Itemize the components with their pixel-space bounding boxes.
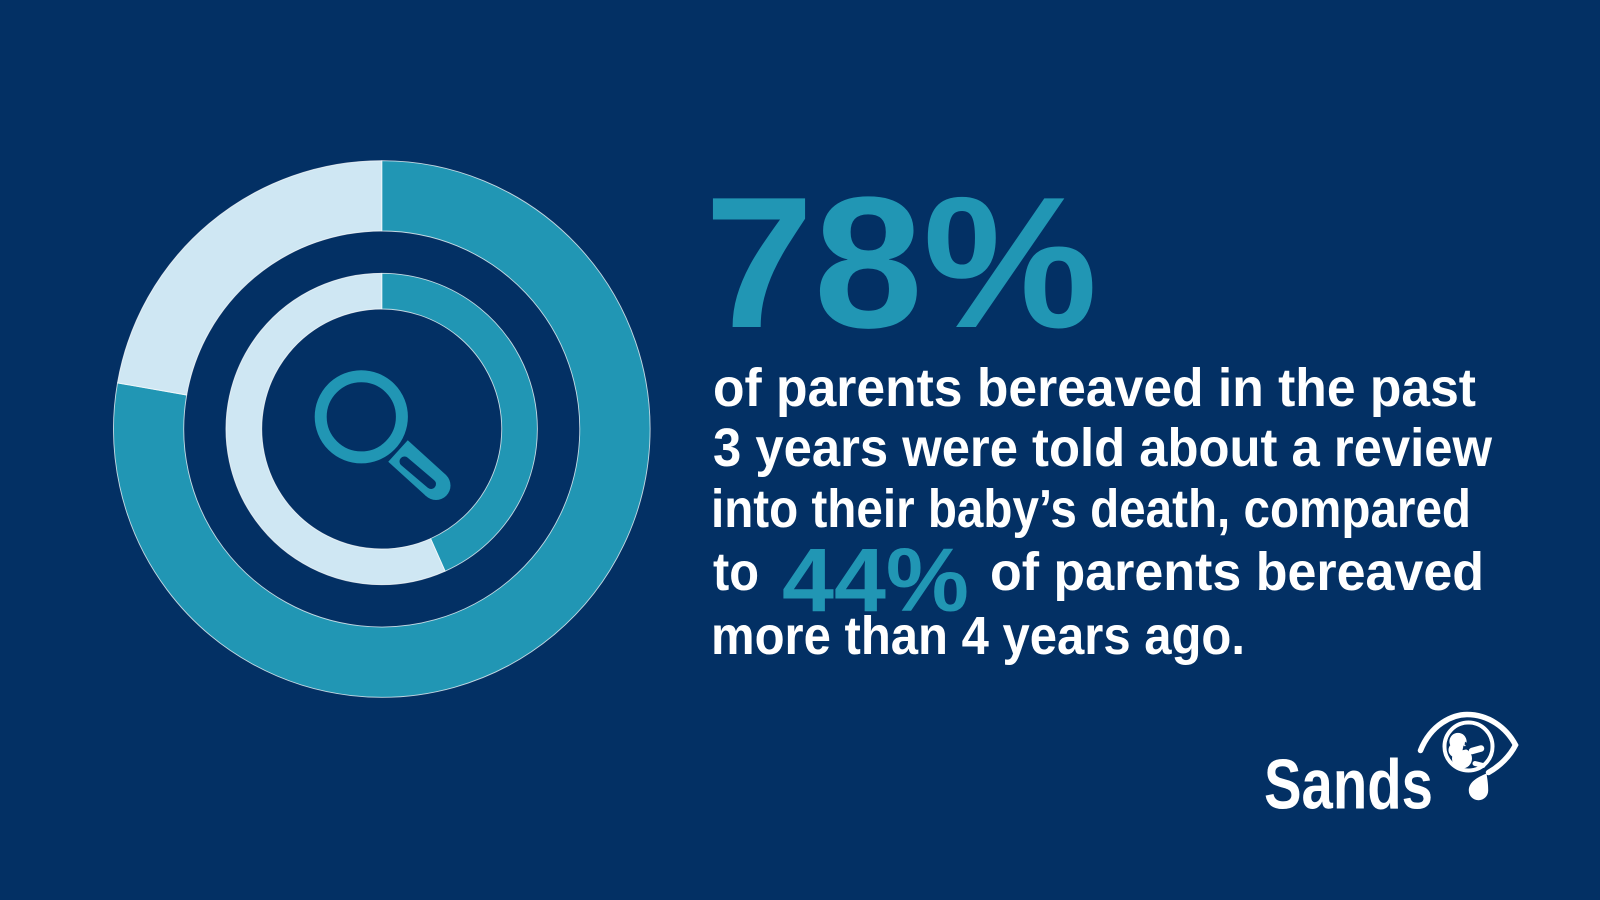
svg-text:to: to	[713, 542, 759, 602]
svg-text:44%: 44%	[782, 531, 969, 631]
svg-text:Sands: Sands	[1264, 745, 1433, 824]
svg-text:78%: 78%	[705, 158, 1098, 367]
svg-text:into their baby’s death, compa: into their baby’s death, compared	[711, 479, 1471, 539]
svg-text:3 years were told about a revi: 3 years were told about a review	[713, 418, 1493, 478]
svg-text:more than 4 years ago.: more than 4 years ago.	[711, 606, 1245, 666]
svg-text:of parents bereaved in the pas: of parents bereaved in the past	[713, 358, 1476, 418]
svg-text:of parents bereaved: of parents bereaved	[990, 542, 1484, 602]
